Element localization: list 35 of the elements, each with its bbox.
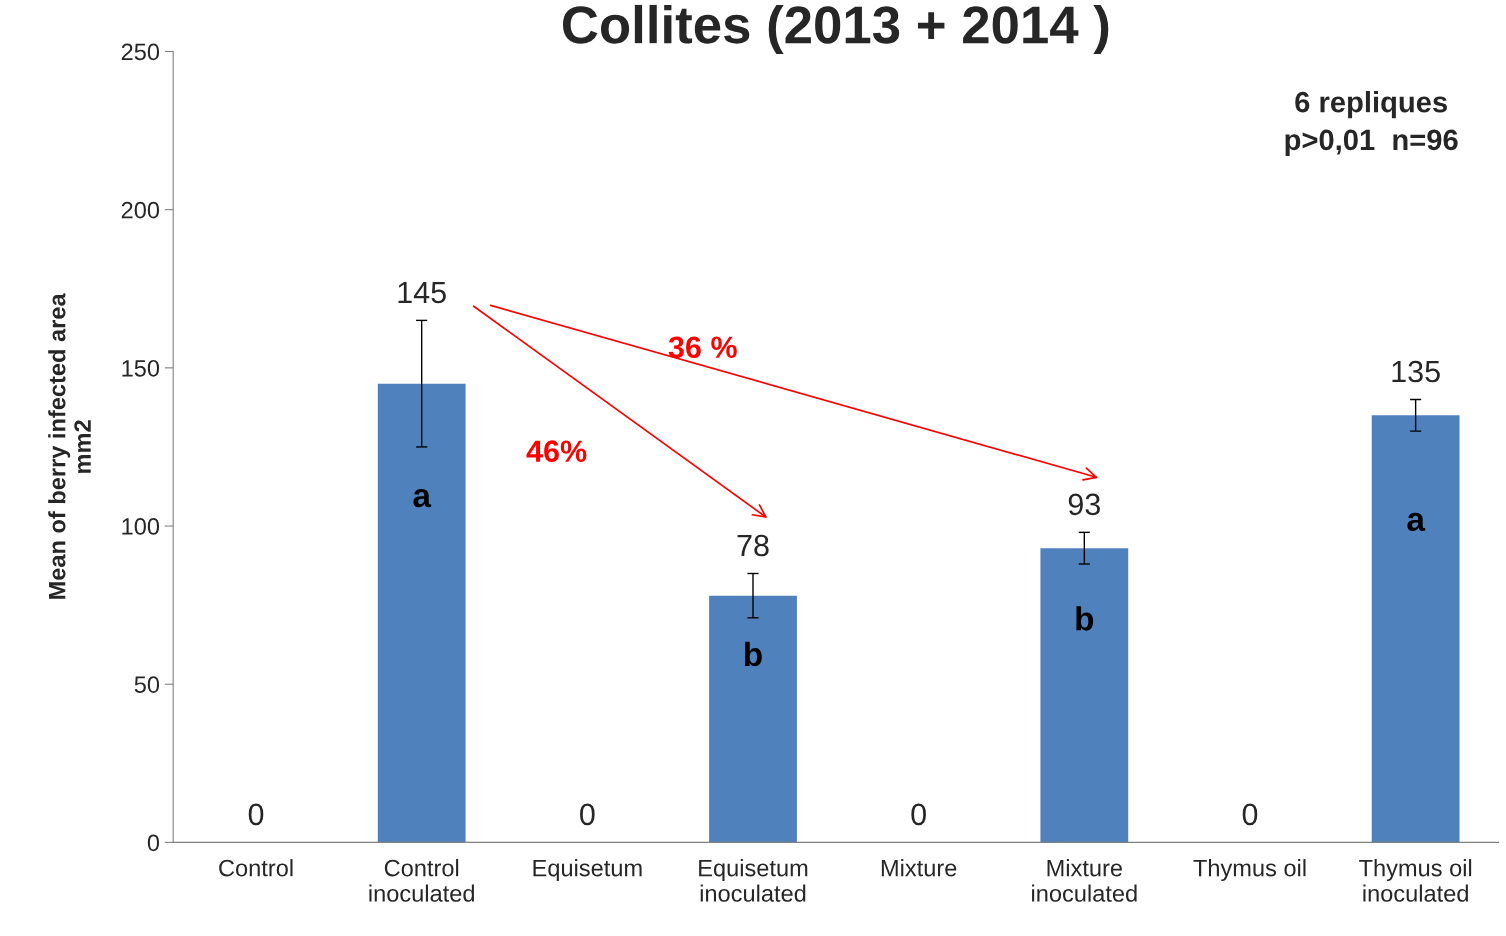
annotation: a [413,489,432,508]
annotation: b [1076,606,1094,631]
y-tick-label: 150 [122,359,160,377]
x-tick-label: Mixture inoculated [1032,859,1137,902]
y-tick-label: 0 [147,834,160,852]
annotation: 36 % [668,336,737,359]
data-label: 0 [580,803,595,826]
bar [709,595,797,843]
x-tick-label: Thymus oil inoculated [1359,859,1472,902]
y-tick-label: 200 [121,201,160,219]
y-tick-label: 50 [134,676,160,693]
data-label: 0 [911,803,926,826]
bar [377,383,466,843]
data-label: 0 [1242,803,1258,826]
annotation: b [745,641,762,667]
bar [1040,548,1129,843]
y-tick-label: 250 [121,43,160,61]
annotation: a [1407,512,1426,532]
data-label: 78 [737,534,769,557]
x-tick-label: Control [219,859,293,877]
x-tick-label: Thymus oil [1193,859,1306,882]
data-label: 145 [398,281,446,304]
x-tick-label: Equisetum inoculated [699,859,808,902]
x-tick-label: Control inoculated [369,859,474,902]
data-label: 93 [1068,493,1100,516]
data-label: 0 [248,803,264,826]
x-tick-label: Mixture [881,859,957,877]
y-axis-title: Mean of berry infected area mm2 [48,293,91,599]
y-tick-label: 100 [122,518,160,535]
x-tick-label: Equisetum [533,859,642,882]
annotation: 6 repliques p>0,01 n=96 [1285,91,1458,156]
annotation: 46% [526,440,587,463]
data-label: 135 [1392,360,1440,383]
bar [1371,415,1460,843]
chart-title: Collites (2013 + 2014 ) [562,4,1109,55]
